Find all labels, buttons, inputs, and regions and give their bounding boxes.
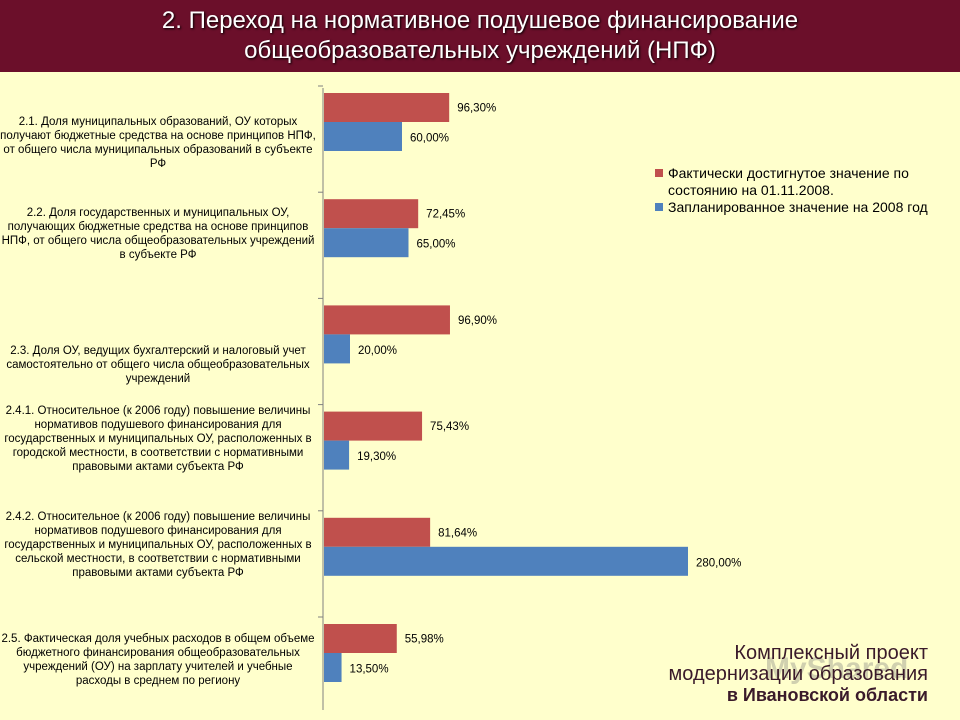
data-label-planned-5: 13,50% [350,664,389,676]
data-label-planned-3: 19,30% [357,451,396,463]
bar-actual-3 [324,411,423,441]
data-label-actual-3: 75,43% [430,421,469,433]
legend-item-planned: Запланированное значение на 2008 год [655,199,945,216]
chart-legend: Фактически достигнутое значение по состо… [655,165,945,216]
legend-swatch-planned [655,203,663,211]
bar-actual-0 [324,93,450,122]
bar-actual-4 [324,517,431,547]
legend-swatch-actual [655,169,663,177]
category-label-2-1: 2.1. Доля муниципальных образований, ОУ … [0,116,316,170]
data-label-planned-1: 65,00% [417,239,456,251]
category-label-2-5: 2.5. Фактическая доля учебных расходов в… [1,633,315,687]
bar-planned-0 [324,122,402,151]
legend-label-actual: Фактически достигнутое значение по состо… [668,165,909,198]
bar-actual-1 [324,199,419,229]
project-footer: Комплексный проект модернизации образова… [668,642,928,706]
bar-planned-5 [324,653,342,682]
legend-item-actual: Фактически достигнутое значение по состо… [655,165,945,199]
category-label-2-2: 2.2. Доля государственных и муниципальны… [1,207,315,261]
slide-title-line-1: 2. Переход на нормативное подушевое фина… [161,7,799,34]
data-label-actual-1: 72,45% [426,209,465,221]
slide-title-line-2: общеобразовательных учреждений (НПФ) [244,37,716,64]
data-label-actual-4: 81,64% [438,527,477,539]
category-label-2-4-2: 2.4.2. Относительное (к 2006 году) повыш… [4,511,312,579]
data-label-planned-4: 280,00% [696,557,741,569]
data-label-actual-0: 96,30% [457,103,496,115]
bar-planned-4 [324,546,688,576]
legend-label-planned: Запланированное значение на 2008 год [668,199,928,215]
data-label-actual-2: 96,90% [458,315,497,327]
bar-planned-1 [324,228,409,258]
footer-line-2: модернизации образования [668,663,928,685]
data-label-actual-5: 55,98% [405,634,444,646]
category-label-2-3: 2.3. Доля ОУ, ведущих бухгалтерский и на… [6,345,310,385]
bar-actual-2 [324,305,450,335]
bar-actual-5 [324,624,397,653]
watermark: MyShared [765,652,909,685]
footer-line-3: в Ивановской области [726,685,928,705]
category-label-2-4-1: 2.4.1. Относительное (к 2006 году) повыш… [4,405,312,473]
data-label-planned-0: 60,00% [410,133,449,145]
bar-planned-3 [324,440,350,470]
footer-line-1: Комплексный проект [734,642,928,664]
data-label-planned-2: 20,00% [358,345,397,357]
bar-planned-2 [324,334,350,364]
slide-header: 2. Переход на нормативное подушевое фина… [0,0,960,72]
